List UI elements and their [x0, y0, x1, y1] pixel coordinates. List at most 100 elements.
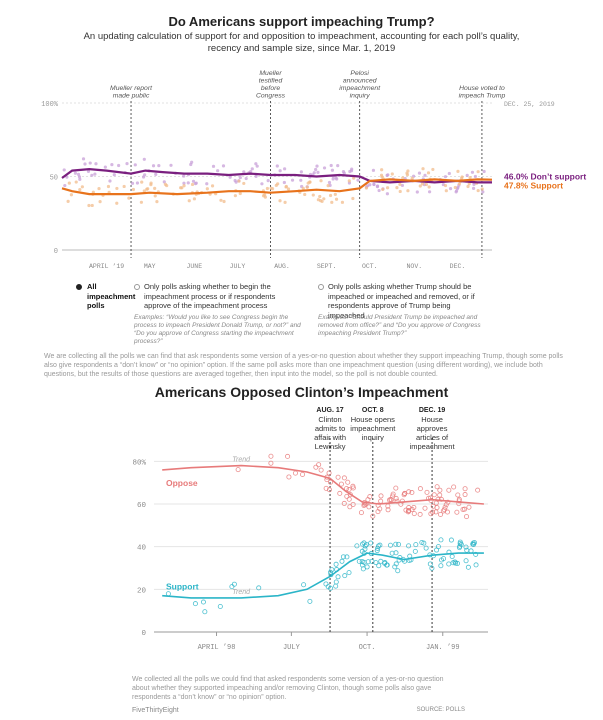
poll-dot — [375, 545, 381, 551]
x-tick-label: JULY — [283, 644, 301, 652]
event-label-line: impeachment — [350, 424, 396, 433]
poll-dot — [328, 193, 333, 198]
event-label-line: affair with — [314, 433, 346, 442]
poll-dot — [219, 198, 223, 202]
clinton-impeachment-chart: 0 20 40 60 80% APRIL ’98 JULY OCT. JAN. ’99 AUG. … — [132, 407, 488, 652]
poll-dot — [73, 171, 78, 175]
series-final-label: 46.0% Don’t support — [504, 171, 586, 181]
poll-dot — [420, 182, 425, 186]
poll-dot — [242, 181, 246, 186]
poll-dot — [446, 487, 452, 493]
poll-dot — [76, 172, 81, 177]
y-tick-label: 40 — [137, 545, 147, 553]
poll-dot — [406, 489, 412, 495]
poll-dot — [316, 462, 322, 468]
poll-dot — [193, 182, 198, 186]
poll-dot — [244, 176, 248, 181]
poll-dot — [90, 203, 94, 208]
poll-dot — [122, 184, 126, 189]
poll-dot — [318, 194, 322, 199]
poll-dot — [392, 564, 398, 570]
poll-dot — [221, 164, 226, 168]
poll-dot — [333, 561, 339, 567]
poll-dot — [431, 492, 437, 498]
poll-dot — [149, 181, 153, 185]
poll-dot — [153, 186, 157, 190]
event-label-line: Pelosi — [350, 70, 369, 77]
poll-dot — [179, 186, 183, 190]
poll-dot — [412, 548, 418, 554]
poll-dot — [283, 167, 287, 171]
poll-dot — [305, 185, 309, 189]
x-tick-label: JUNE — [187, 263, 203, 270]
poll-dot — [473, 562, 479, 568]
poll-dot — [437, 492, 443, 498]
poll-dot — [339, 558, 345, 564]
poll-dot — [481, 190, 485, 194]
poll-dot — [340, 554, 346, 560]
poll-dot — [462, 492, 468, 498]
event-label-line: approves — [417, 424, 448, 433]
event-label: Mueller testified before Congress — [256, 70, 286, 100]
radio-all-polls[interactable] — [76, 284, 82, 290]
poll-dot — [323, 485, 329, 491]
poll-dot — [265, 186, 270, 191]
poll-dot — [460, 175, 464, 179]
poll-dot — [254, 162, 258, 166]
poll-dot — [378, 498, 384, 504]
poll-dot — [135, 181, 140, 185]
radio-impeached-removed[interactable] — [318, 284, 324, 290]
poll-dot — [140, 180, 144, 184]
poll-dot — [286, 187, 291, 191]
event-date-label: AUG. 17 — [316, 407, 343, 414]
poll-dot — [202, 609, 208, 615]
poll-dot — [354, 543, 360, 549]
poll-dot — [347, 179, 351, 183]
x-tick-label: DEC. — [450, 263, 466, 270]
poll-dot — [366, 504, 372, 510]
poll-dot — [311, 193, 315, 197]
poll-dot — [467, 182, 471, 186]
poll-dot — [139, 200, 144, 204]
poll-dot — [462, 486, 468, 492]
poll-dot — [368, 183, 372, 187]
poll-dot — [314, 167, 318, 172]
poll-dot — [472, 182, 476, 186]
poll-dot — [268, 453, 274, 459]
poll-dot — [341, 170, 346, 174]
x-tick-label: SEPT. — [317, 263, 337, 270]
poll-dot — [157, 164, 161, 168]
poll-dot — [428, 511, 434, 517]
poll-dot — [142, 189, 146, 193]
poll-dot — [403, 507, 409, 513]
poll-dot — [131, 187, 136, 192]
poll-dot — [424, 182, 429, 187]
poll-dot — [276, 182, 280, 186]
poll-dot — [300, 471, 306, 477]
poll-dot — [463, 558, 469, 564]
event-label-line: impeachment — [339, 85, 381, 92]
poll-dot — [261, 194, 266, 198]
event-label-line: impeachment — [410, 442, 456, 451]
poll-dot — [335, 474, 341, 480]
event-label-line: Clinton — [318, 415, 341, 424]
poll-dot — [222, 199, 226, 204]
poll-dot — [326, 470, 332, 476]
poll-dot — [375, 184, 380, 188]
poll-dot — [400, 183, 405, 188]
poll-dot — [434, 484, 440, 490]
event-label-line: admits to — [315, 424, 345, 433]
poll-dot — [329, 163, 333, 168]
trend-label: Trend — [232, 589, 251, 596]
poll-dot — [411, 511, 417, 517]
x-tick-label: APRIL ’19 — [89, 263, 124, 270]
poll-dot — [444, 189, 448, 193]
poll-dot — [299, 170, 303, 174]
poll-dot — [255, 164, 259, 168]
poll-dot — [97, 186, 101, 191]
poll-dot — [377, 188, 381, 193]
radio-begin-process[interactable] — [134, 284, 140, 290]
poll-dot — [371, 168, 376, 172]
event-label-line: House — [421, 415, 443, 424]
poll-dot — [422, 505, 428, 511]
